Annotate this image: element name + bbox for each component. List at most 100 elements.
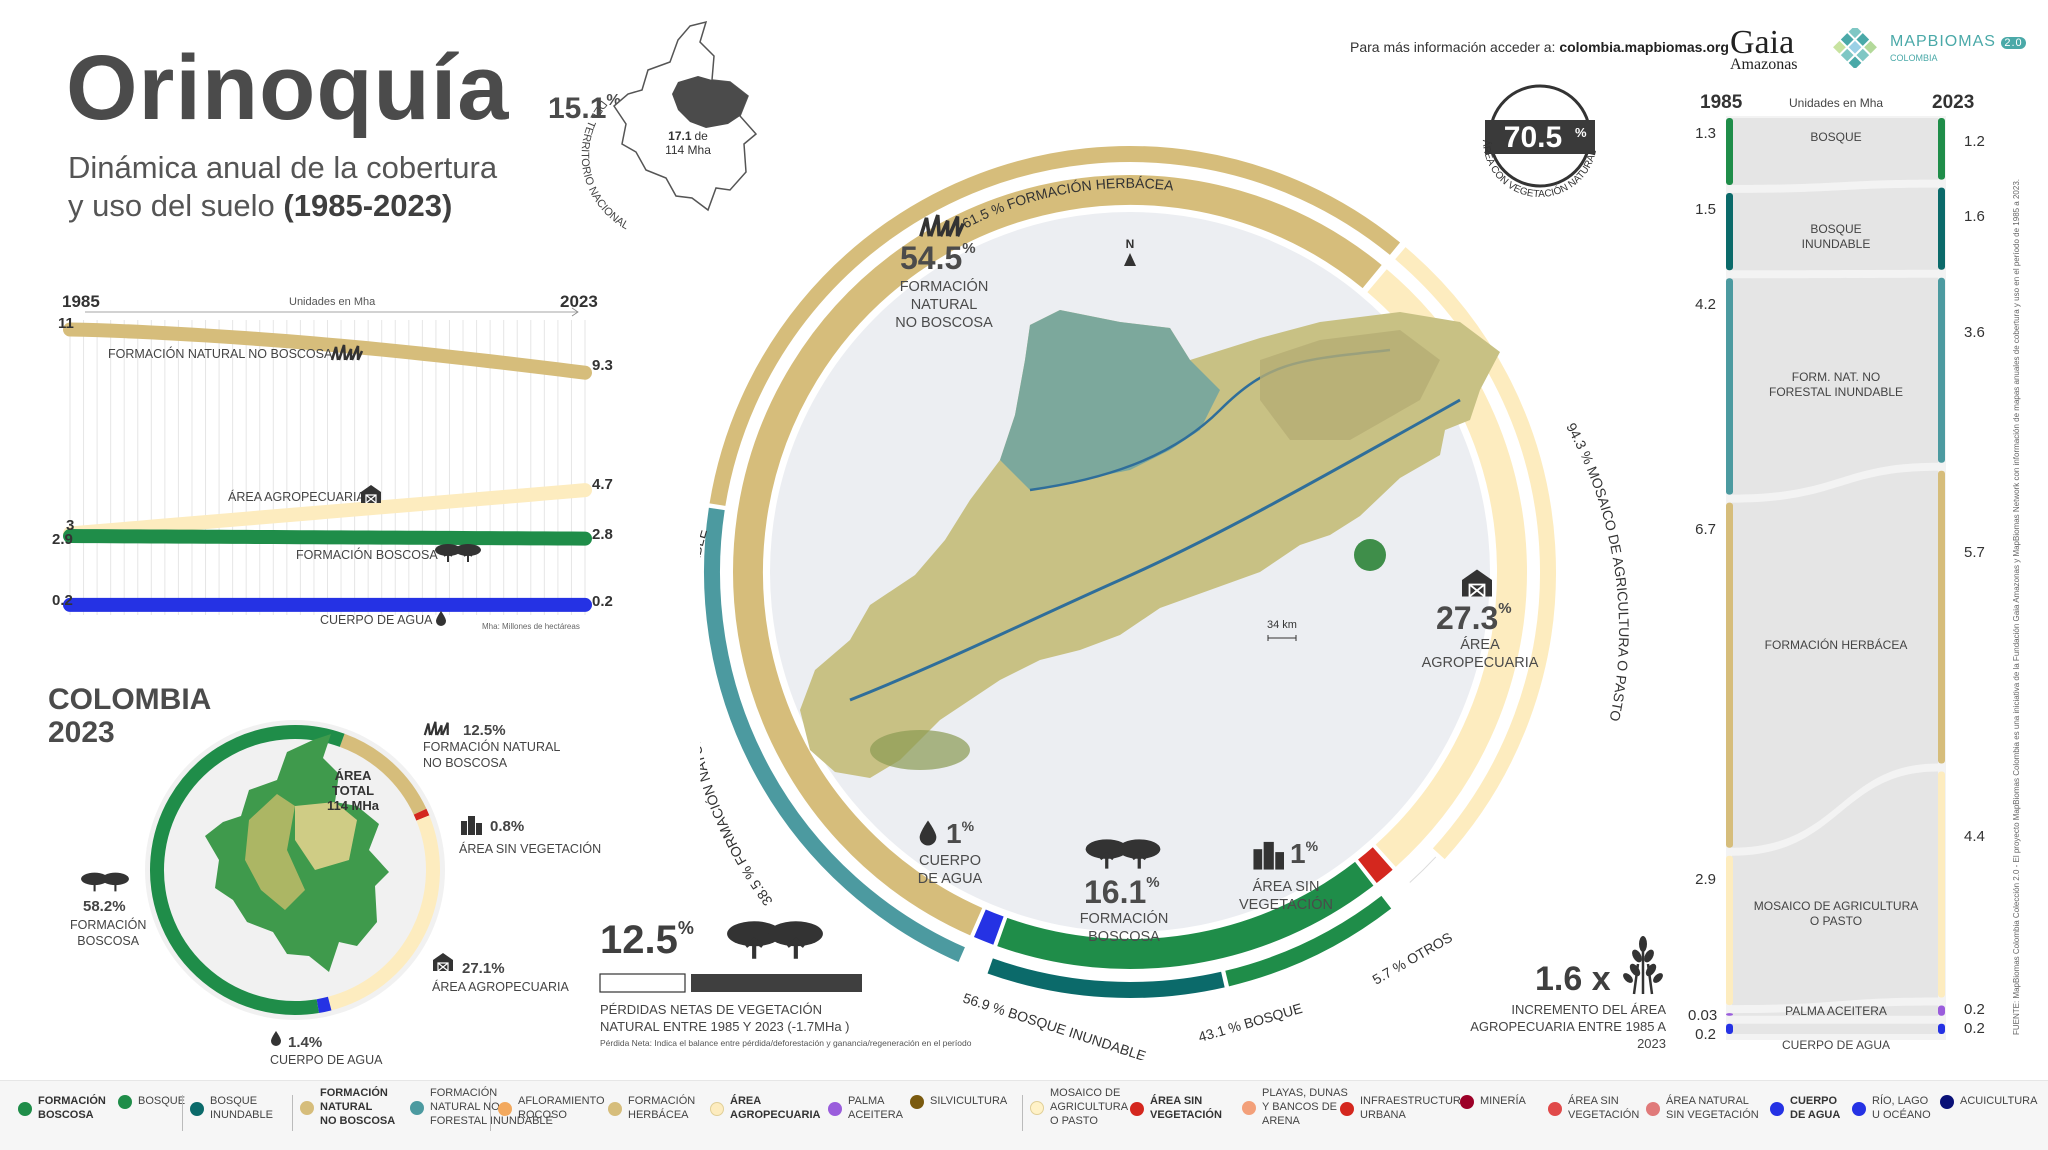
sankey-right-bar-3 (1938, 470, 1945, 764)
barn-icon (1460, 568, 1494, 598)
legend-label-line2: ROCOSO (518, 1108, 567, 1121)
info-prefix: Para más información acceder a: (1350, 39, 1560, 55)
colombia-title-line2: 2023 (48, 716, 115, 749)
orinoquia-map-south (870, 730, 970, 770)
legend-swatch (1940, 1095, 1954, 1109)
info-link[interactable]: colombia.mapbiomas.org (1559, 39, 1729, 55)
legend-separator (490, 1095, 491, 1131)
legend-label-line1: FORMACIÓN (38, 1095, 106, 1107)
sankey-units: Unidades en Mha (1789, 96, 1884, 110)
sankey-flow-0 (1732, 118, 1938, 185)
sankey-flow-5 (1732, 1005, 1938, 1016)
scale-label: 34 km (1267, 619, 1297, 631)
sankey-right-value: 1.2 (1964, 133, 1985, 151)
sankey-left-value: 6.7 (1695, 520, 1716, 538)
legend-label: ÁREA SIN VEGETACIÓN (1150, 1095, 1222, 1123)
legend-label-line1: CUERPO (1790, 1095, 1838, 1107)
sankey-label-line1: BOSQUE (1810, 222, 1862, 237)
col-pct-sinveg: 0.8% (490, 818, 525, 835)
ring-outer-natural-0 (704, 507, 965, 962)
legend-swatch (1548, 1101, 1562, 1116)
lc-series-1 (63, 483, 592, 541)
legend-label-line1: BOSQUE (138, 1095, 186, 1108)
legend-label-line2: U OCÉANO (1872, 1108, 1931, 1121)
losses-bar (599, 973, 862, 993)
water-drop-icon (918, 818, 938, 848)
mapbiomas-logo-icon (1828, 28, 1882, 68)
sankey-label-line1: CUERPO DE AGUA (1781, 1038, 1891, 1052)
ring-label-sinveg-1: ÁREA SIN (1252, 879, 1320, 895)
ring-label-agua-1: CUERPO (918, 853, 982, 869)
ring-outer-natural-1 (709, 146, 1401, 506)
legend-label: ÁREA NATURAL SIN VEGETACIÓN (1666, 1095, 1759, 1123)
increase-text: INCREMENTO DEL ÁREA AGROPECUARIA ENTRE 19… (1440, 1002, 1666, 1053)
colombia-center-line1: ÁREA (335, 768, 372, 783)
ring-pct-sinveg-value: 1 (1290, 838, 1306, 869)
sankey-right-bar-4 (1938, 771, 1945, 998)
losses-line2: NATURAL ENTRE 1985 Y 2023 (-1.7MHa ) (600, 1018, 850, 1034)
colombia-ring-segment-0 (339, 733, 427, 815)
sankey-flow-4 (1732, 771, 1938, 1006)
outer-label-bosque: 43.1 % BOSQUE (1196, 1000, 1304, 1045)
territory-share-total: 114 Mha (665, 143, 711, 157)
colombia-title: COLOMBIA 2023 (48, 683, 211, 749)
barn-icon (360, 484, 382, 504)
legend-label-line1: FORMACIÓN (320, 1087, 388, 1099)
ring-outer-segments (704, 146, 1556, 998)
outer-label-mosaico: 94.3 % MOSAICO DE AGRICULTURA O PASTO (1563, 420, 1632, 723)
legend-separator (1022, 1095, 1023, 1131)
natural-badge-pct: 70.5 (1504, 121, 1562, 154)
legend-label-line2: VEGETACIÓN (1150, 1108, 1222, 1121)
ring-label-agro-2: AGROPECUARIA (1421, 655, 1539, 672)
ring-label-natural-1: FORMACIÓN (899, 279, 989, 295)
lc-label-agro: ÁREA AGROPECUARIA (228, 490, 365, 504)
ring-label-agua-2: DE AGUA (917, 871, 983, 888)
ring-inner-agua (973, 909, 1004, 945)
legend-label-line1: ÁREA NATURAL (1666, 1095, 1749, 1107)
colombia-title-line1: COLOMBIA (48, 683, 212, 716)
territory-pct-value: 15.1 (548, 92, 607, 125)
sankey-left-bar-6 (1726, 1023, 1733, 1034)
legend-label-line2: AGRICULTURA (1050, 1100, 1129, 1113)
wheat-icon (1618, 934, 1668, 996)
legend-item: BOSQUE (118, 1095, 185, 1109)
sankey-right-value: 5.7 (1964, 543, 1985, 561)
gaia-logo-line2: Amazonas (1730, 56, 1798, 73)
legend-item: MOSAICO DE AGRICULTURA O PASTO (1030, 1087, 1128, 1128)
losses-bar-loss (599, 973, 686, 993)
legend-label: ÁREA AGROPECUARIA (730, 1095, 820, 1123)
legend-label-line2: VEGETACIÓN (1568, 1108, 1640, 1121)
increase-line1: INCREMENTO DEL ÁREA (1511, 1002, 1666, 1017)
col-label-bosque-1: FORMACIÓN (70, 918, 147, 932)
col-pct-bosque: 58.2% (83, 898, 126, 915)
north-label: N (1126, 237, 1135, 251)
legend-item: RÍO, LAGO U OCÉANO (1852, 1095, 1931, 1123)
sankey-right-bar-1 (1938, 187, 1945, 270)
lc-end-bosque: 2.8 (592, 526, 613, 543)
sankey-label: FORM. NAT. NO FORESTAL INUNDABLE (1736, 370, 1936, 400)
legend-label: FORMACIÓN HERBÁCEA (628, 1095, 695, 1123)
line-chart (63, 307, 592, 615)
orinoquia-map-agro (1260, 330, 1440, 440)
sankey-right-bar-2 (1938, 277, 1945, 463)
legend-label: FORMACIÓN NATURAL NO FORESTAL INUNDABLE (430, 1087, 553, 1128)
legend-separator (182, 1095, 183, 1131)
legend-item: ÁREA NATURAL SIN VEGETACIÓN (1646, 1095, 1759, 1123)
ring-label-bosque-1: FORMACIÓN (1079, 911, 1169, 927)
ring-pct-bosque-symbol: % (1146, 874, 1160, 891)
legend-label: PLAYAS, DUNAS Y BANCOS DE ARENA (1262, 1087, 1348, 1128)
lc-start-agua: 0.2 (52, 592, 73, 609)
sankey-flow-1 (1732, 187, 1938, 271)
ring-label-bosque: FORMACIÓN BOSCOSA (1064, 910, 1184, 946)
col-label-natural-2: NO BOSCOSA (423, 755, 508, 770)
legend-label-line1: AFLORAMIENTO (518, 1095, 605, 1107)
colombia-ring-segment-3 (316, 996, 332, 1014)
ring-outer-bosque-1 (987, 958, 1225, 998)
ring-label-sinveg-2: VEGETACIÓN (1239, 897, 1333, 914)
grass-icon (330, 343, 364, 361)
ring-pct-sinveg-symbol: % (1305, 838, 1319, 854)
sankey-right-value: 3.6 (1964, 324, 1985, 342)
col-label-natural-1: FORMACIÓN NATURAL (423, 740, 561, 754)
tree-icon (434, 543, 482, 563)
legend-label-line2: Y BANCOS DE (1262, 1100, 1337, 1113)
